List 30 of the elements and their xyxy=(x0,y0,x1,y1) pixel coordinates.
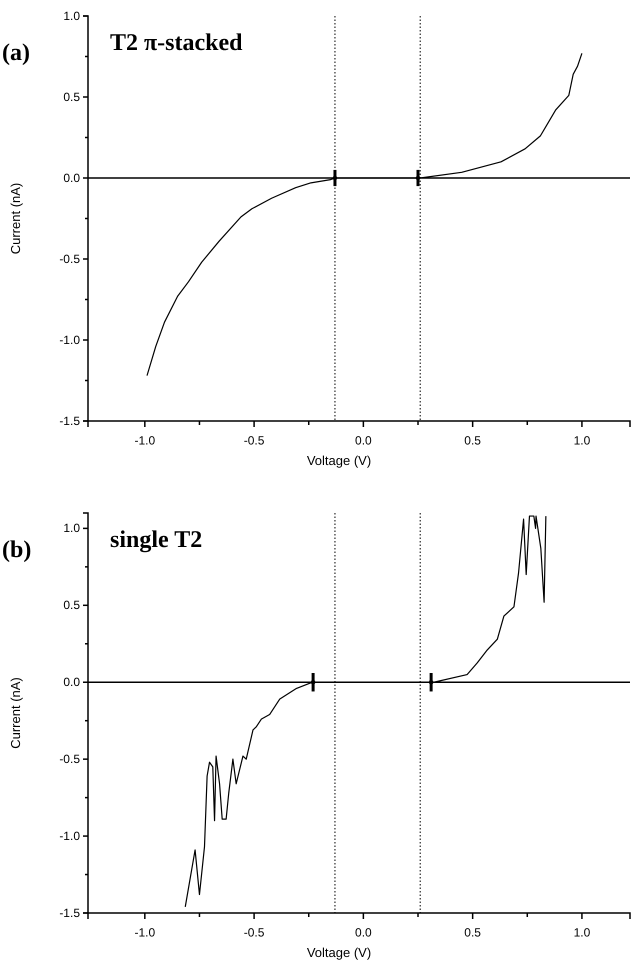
x-tick-label: 0.5 xyxy=(464,433,482,448)
text: single T2 xyxy=(110,527,202,553)
text: (a) xyxy=(2,40,30,66)
x-tick-label: 1.0 xyxy=(574,433,591,448)
y-tick-label: 1.0 xyxy=(63,521,80,536)
x-tick-label: 0.5 xyxy=(464,925,482,940)
y-tick-label: -1.5 xyxy=(59,906,80,920)
x-tick-label: 0.0 xyxy=(355,433,372,448)
y-tick-label: -0.5 xyxy=(59,752,80,766)
x-tick-label: -1.0 xyxy=(134,433,156,448)
x-axis-title: Voltage (V) xyxy=(306,945,372,960)
y-tick-label: -0.5 xyxy=(59,252,80,266)
x-tick-label: 0.0 xyxy=(355,925,372,940)
x-tick-label: -0.5 xyxy=(244,433,265,448)
y-tick-label: 0.5 xyxy=(63,598,80,612)
x-tick-label: -0.5 xyxy=(244,925,265,940)
x-tick-label: -1.0 xyxy=(134,925,156,940)
text: T2 π-stacked xyxy=(110,30,244,56)
y-tick-label: 0.0 xyxy=(63,675,80,690)
x-axis-title: Voltage (V) xyxy=(306,453,372,468)
x-tick-label: 1.0 xyxy=(574,925,591,940)
y-tick-label: 0.0 xyxy=(63,170,80,185)
y-tick-label: -1.0 xyxy=(59,332,80,347)
y-tick-label: -1.5 xyxy=(59,414,80,428)
text: (b) xyxy=(2,537,32,563)
y-axis-title: Current (nA) xyxy=(8,182,23,254)
y-tick-label: 0.5 xyxy=(63,90,80,104)
y-tick-label: 1.0 xyxy=(63,8,80,23)
y-tick-label: -1.0 xyxy=(59,828,80,843)
y-axis-title: Current (nA) xyxy=(8,677,23,749)
